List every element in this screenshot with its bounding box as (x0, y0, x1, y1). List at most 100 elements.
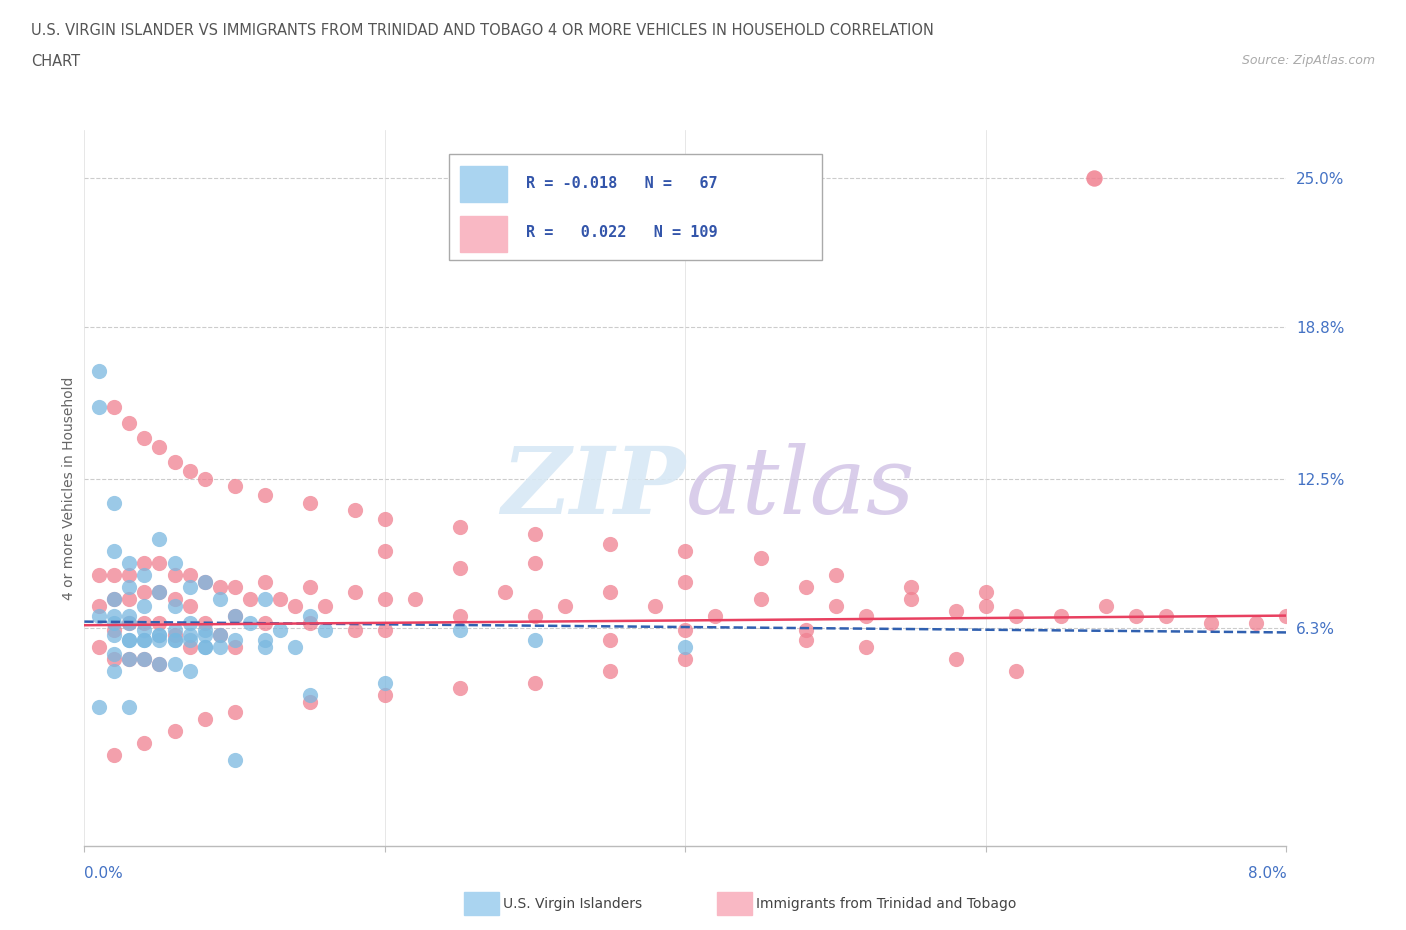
Point (1005, 608, 1028, 623)
Point (314, 599, 336, 614)
Point (163, 622, 186, 637)
Point (269, 591, 291, 606)
Point (449, 560, 471, 575)
Point (449, 608, 471, 623)
Point (148, 632, 170, 647)
Point (794, 632, 817, 647)
Point (118, 632, 141, 647)
Point (1095, 599, 1118, 614)
Point (103, 591, 125, 606)
Bar (460, 216, 506, 252)
Point (148, 657, 170, 671)
Point (644, 599, 666, 614)
Point (163, 657, 186, 671)
Point (855, 608, 877, 623)
Point (374, 512, 396, 527)
Point (343, 502, 366, 517)
Point (148, 628, 170, 643)
Point (253, 575, 276, 590)
Point (945, 604, 967, 618)
Point (314, 622, 336, 637)
Point (524, 608, 547, 623)
Point (239, 616, 262, 631)
Point (163, 455, 186, 470)
Point (163, 628, 186, 643)
Point (253, 616, 276, 631)
Point (118, 699, 141, 714)
Point (524, 555, 547, 570)
Point (208, 628, 231, 643)
Point (148, 584, 170, 599)
Point (194, 616, 217, 631)
Point (118, 591, 141, 606)
Point (118, 579, 141, 594)
Point (284, 599, 307, 614)
Point (449, 519, 471, 534)
Point (900, 591, 922, 606)
Point (298, 608, 321, 623)
Point (253, 640, 276, 655)
Point (134, 632, 156, 647)
Text: atlas: atlas (686, 444, 915, 533)
Point (524, 526, 547, 541)
Point (148, 531, 170, 546)
Point (103, 543, 125, 558)
Point (103, 567, 125, 582)
Point (224, 752, 246, 767)
Point (298, 695, 321, 710)
Point (179, 567, 201, 582)
Point (224, 632, 246, 647)
Point (179, 640, 201, 655)
Point (253, 591, 276, 606)
Point (1083, 171, 1105, 186)
Point (103, 399, 125, 414)
Point (179, 632, 201, 647)
Point (449, 622, 471, 637)
Point (1050, 608, 1073, 623)
Point (163, 724, 186, 738)
Point (675, 543, 697, 558)
Point (103, 748, 125, 763)
Point (134, 567, 156, 582)
Point (194, 575, 217, 590)
Point (134, 632, 156, 647)
Point (194, 711, 217, 726)
Point (134, 736, 156, 751)
Point (554, 599, 576, 614)
Point (89, 608, 111, 623)
Point (224, 579, 246, 594)
Point (134, 616, 156, 631)
Point (163, 591, 186, 606)
Point (675, 651, 697, 666)
Point (148, 440, 170, 455)
Point (208, 579, 231, 594)
Point (253, 632, 276, 647)
Point (118, 416, 141, 431)
Point (118, 651, 141, 666)
Point (89, 399, 111, 414)
Point (524, 632, 547, 647)
Point (1275, 608, 1298, 623)
Point (103, 496, 125, 511)
Point (194, 640, 217, 655)
Point (900, 579, 922, 594)
Point (1246, 616, 1268, 631)
Point (374, 591, 396, 606)
Point (343, 584, 366, 599)
Point (675, 640, 697, 655)
Point (148, 555, 170, 570)
Point (134, 555, 156, 570)
Point (749, 591, 772, 606)
Point (134, 651, 156, 666)
Point (494, 584, 516, 599)
Point (1201, 616, 1223, 631)
Point (194, 575, 217, 590)
Point (118, 608, 141, 623)
Point (599, 584, 621, 599)
Point (118, 555, 141, 570)
Point (103, 651, 125, 666)
Point (224, 608, 246, 623)
Point (284, 640, 307, 655)
Point (118, 651, 141, 666)
Point (449, 680, 471, 695)
